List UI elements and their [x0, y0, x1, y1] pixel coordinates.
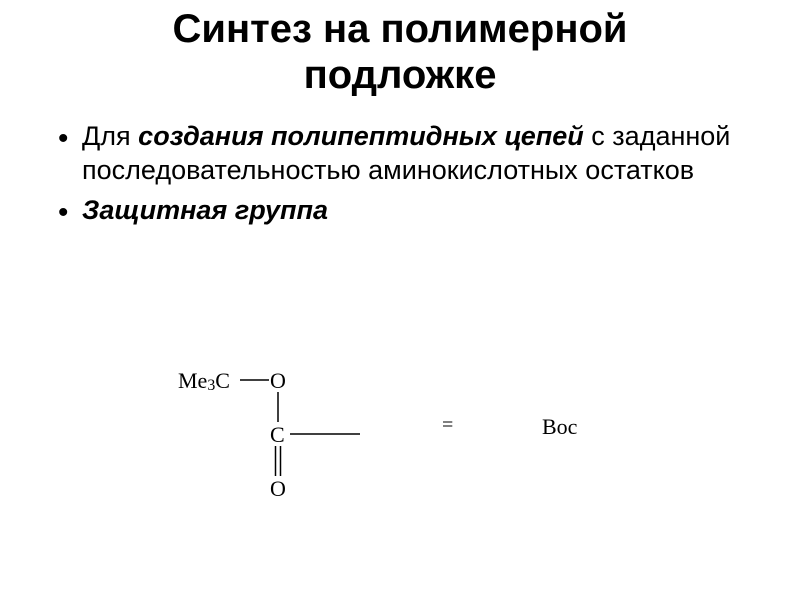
label-carbon: C — [270, 422, 285, 448]
bullet-text-pre: Для — [82, 121, 138, 151]
bullet-text-emph: создания полипептидных цепей — [138, 121, 584, 151]
label-me3c: Me3C — [178, 368, 230, 395]
slide-body: Для создания полипептидных цепей с задан… — [0, 98, 800, 227]
bullet-list: Для создания полипептидных цепей с задан… — [56, 120, 760, 227]
label-oxygen-top: O — [270, 368, 286, 394]
bullet-text-emph: Защитная группа — [82, 195, 328, 225]
label-boc: Boc — [542, 414, 577, 440]
title-line2: подложке — [304, 53, 497, 97]
title-line1: Синтез на полимерной — [172, 7, 627, 51]
label-equals: = — [442, 414, 453, 437]
bullet-item: Защитная группа — [56, 194, 760, 228]
bullet-item: Для создания полипептидных цепей с задан… — [56, 120, 760, 188]
slide-title: Синтез на полимерной подложке — [0, 0, 800, 98]
chemical-structure-diagram: Me3C O C O = Boc — [178, 360, 638, 500]
label-oxygen-bottom: O — [270, 476, 286, 502]
